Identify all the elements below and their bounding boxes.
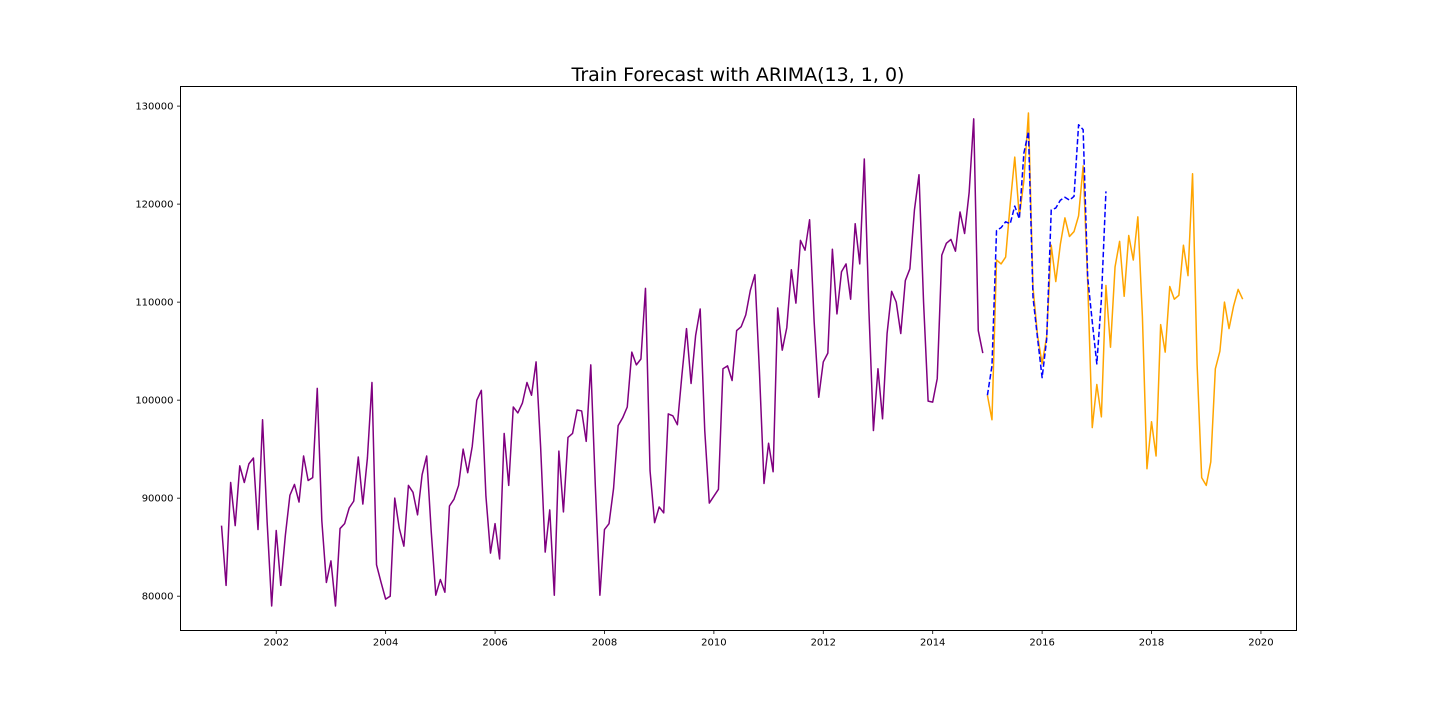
plot-frame — [180, 86, 1297, 631]
y-tick-label: 130000 — [135, 102, 173, 113]
x-tick-label: 2006 — [482, 638, 507, 649]
x-axis: 2002 2004 2006 2008 2010 2012 2014 2016 2018 2020 — [264, 630, 1274, 649]
series-layer — [220, 112, 1244, 607]
y-tick-label: 90000 — [142, 494, 174, 505]
series-line-2 — [986, 123, 1107, 396]
x-tick-label: 2008 — [592, 638, 617, 649]
chart-title: Train Forecast with ARIMA(13, 1, 0) — [571, 64, 905, 86]
x-tick-label: 2010 — [701, 638, 726, 649]
y-tick-label: 120000 — [135, 200, 173, 211]
x-tick-label: 2014 — [920, 638, 945, 649]
x-tick-label: 2002 — [264, 638, 289, 649]
x-tick-label: 2012 — [811, 638, 836, 649]
y-tick-label: 110000 — [135, 298, 173, 309]
x-tick-label: 2018 — [1139, 638, 1164, 649]
y-axis: 80000 90000 100000 110000 120000 130000 — [135, 102, 181, 603]
y-tick-label: 100000 — [135, 396, 173, 407]
x-tick-label: 2016 — [1029, 638, 1054, 649]
x-tick-label: 2020 — [1248, 638, 1273, 649]
series-line-0 — [220, 118, 984, 607]
y-tick-label: 80000 — [142, 592, 174, 603]
series-line-1 — [986, 112, 1244, 487]
x-tick-label: 2004 — [373, 638, 398, 649]
